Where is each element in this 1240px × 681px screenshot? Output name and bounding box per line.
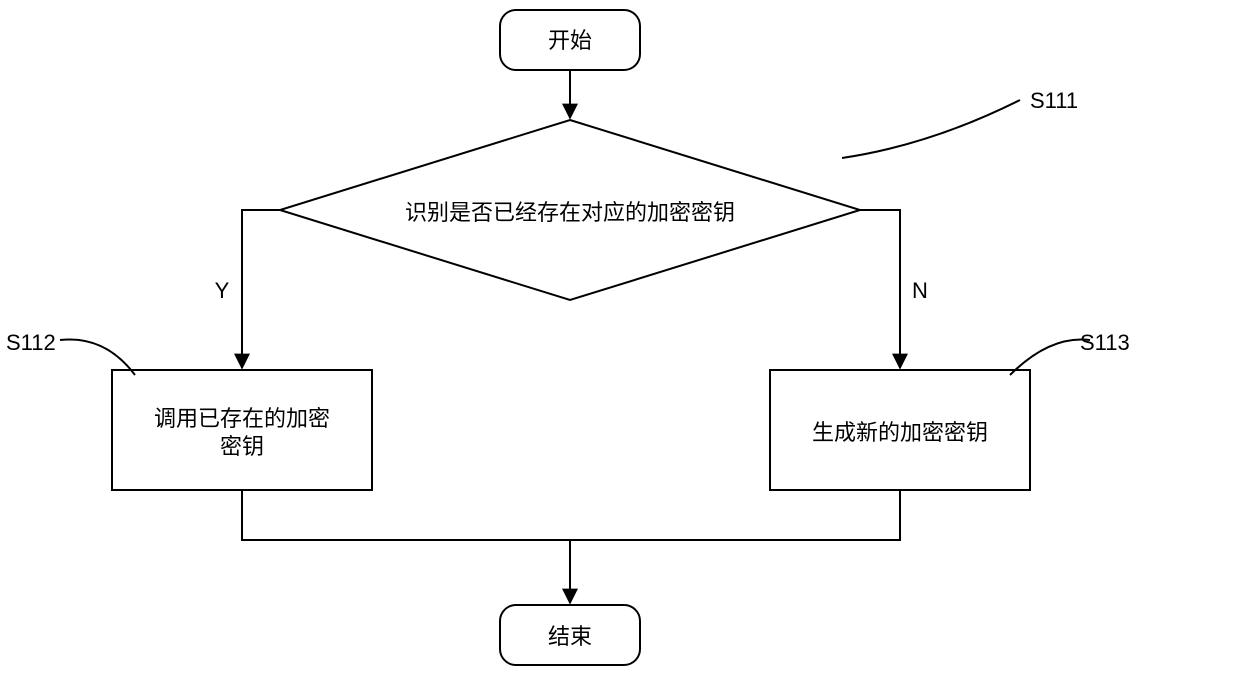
end-label: 结束 <box>548 624 592 649</box>
decision-label: 识别是否已经存在对应的加密密钥 <box>405 200 735 225</box>
callout-s111-curve <box>842 100 1020 158</box>
edge-label-yes: Y <box>215 278 230 303</box>
callout-s111-label: S111 <box>1030 88 1078 113</box>
edge-label-no: N <box>912 278 928 303</box>
edge-decision-right <box>860 210 900 368</box>
edge-decision-left <box>242 210 280 368</box>
edge-right-merge <box>570 490 900 540</box>
left-process-label-line1: 调用已存在的加密 <box>154 406 330 431</box>
start-label: 开始 <box>548 28 592 53</box>
right-process-label: 生成新的加密密钥 <box>812 420 988 445</box>
callout-s112-label: S112 <box>6 330 56 355</box>
left-process-label-line2: 密钥 <box>220 434 264 459</box>
edge-left-merge <box>242 490 570 540</box>
callout-s113-label: S113 <box>1080 330 1130 355</box>
